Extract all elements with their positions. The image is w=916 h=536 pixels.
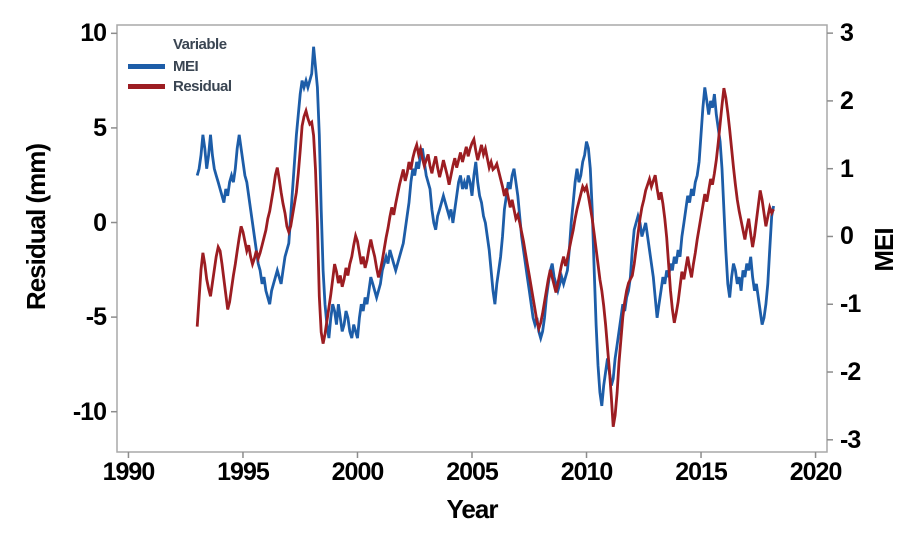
y-right-tick-label: 2 xyxy=(840,86,854,115)
x-tick-label: 1995 xyxy=(217,458,270,486)
y-left-tick-label: -10 xyxy=(72,397,107,426)
y-right-tick-label: -3 xyxy=(840,425,861,454)
y-left-tick-label: 10 xyxy=(80,19,107,48)
legend-item-mei: MEI xyxy=(128,56,232,76)
y-right-tick-label: -2 xyxy=(840,358,861,387)
x-tick-label: 2015 xyxy=(675,458,728,486)
x-tick-label: 2000 xyxy=(331,458,385,486)
legend-label-residual: Residual xyxy=(173,77,232,95)
legend-title: Variable xyxy=(173,36,227,53)
y-left-tick-label: 0 xyxy=(93,208,107,237)
y-right-tick-label: 0 xyxy=(840,222,854,251)
y-left-tick-label: 5 xyxy=(93,113,107,142)
y-left-tick-label: -5 xyxy=(85,303,107,332)
x-tick-label: 2005 xyxy=(446,458,499,486)
x-tick-label: 1990 xyxy=(102,458,156,486)
mei-series-line xyxy=(195,46,775,407)
legend: Variable MEI Residual xyxy=(128,36,232,96)
x-tick-label: 2020 xyxy=(789,458,843,486)
x-axis-title: Year xyxy=(446,494,499,524)
legend-item-residual: Residual xyxy=(128,76,232,96)
mei-line-swatch xyxy=(128,63,165,69)
residual-series-line xyxy=(195,87,775,428)
legend-label-mei: MEI xyxy=(173,57,199,75)
y-right-tick-label: 1 xyxy=(840,154,854,183)
y-right-tick-label: -1 xyxy=(840,290,861,319)
x-tick-label: 2010 xyxy=(560,458,614,486)
y-right-tick-label: 3 xyxy=(840,19,854,48)
residual-line-swatch xyxy=(128,83,165,89)
